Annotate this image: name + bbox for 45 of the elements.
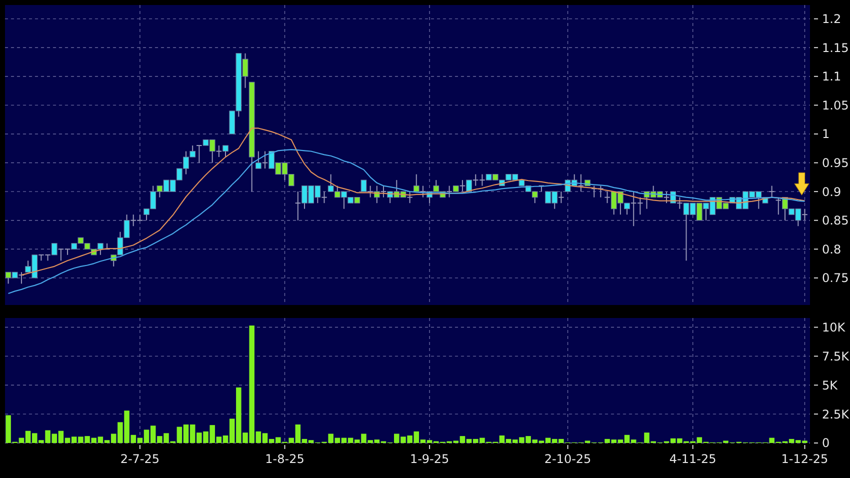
candlestick [380,185,387,198]
candlestick [367,185,374,198]
candlestick [802,208,808,221]
y-tick-label: 7.5K [822,349,850,364]
y-tick-label: 0 [822,436,830,450]
y-tick-label: 2.5K [822,407,850,422]
candlestick [578,174,584,192]
line-series [20,128,806,276]
candlestick [775,196,782,216]
y-tick-label: 1.15 [822,40,849,55]
candlestick [558,191,564,204]
x-tick-label: 1-8-25 [265,452,304,466]
x-tick-label: 2-10-25 [544,452,592,466]
y-tick-label: 1.1 [822,70,842,84]
candlestick [663,191,670,204]
candlestick [420,185,426,198]
candlestick [294,191,302,221]
candlestick [216,145,222,158]
y-tick-label: 0.85 [822,214,849,228]
candlestick [459,180,466,192]
candlestick [446,185,452,198]
y-tick-label: 10K [822,320,846,334]
x-tick-label: 4-11-25 [669,452,716,466]
y-tick-label: 0.95 [822,156,849,170]
y-tick-label: 0.75 [822,271,849,286]
candlestick [466,180,472,192]
candlestick [768,185,775,198]
y-tick-label: 0.8 [822,242,842,256]
candlestick [51,243,58,256]
x-tick-label: 2-7-25 [120,452,160,466]
candlestick [262,150,268,170]
y-tick-label: 1 [822,127,830,142]
candlestick [360,180,367,192]
candlestick [406,191,413,204]
candlestick [196,145,202,164]
y-tick-label: 1.2 [822,12,842,26]
y-tick-label: 0.9 [822,184,842,199]
line-series [8,148,806,294]
candlestick [321,191,328,204]
y-tick-label: 1.05 [822,98,849,112]
y-tick-label: 5K [822,378,839,392]
candlestick [676,196,683,210]
x-tick-label: 1-12-25 [781,452,828,466]
candlestick [604,191,610,204]
x-tick-label: 1-9-25 [410,452,450,466]
